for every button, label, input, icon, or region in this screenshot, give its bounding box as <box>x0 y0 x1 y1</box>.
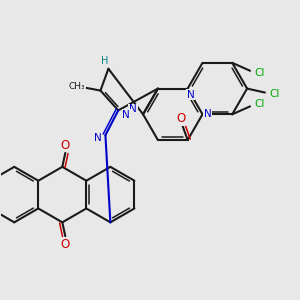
Text: N: N <box>94 133 101 143</box>
Text: O: O <box>176 112 185 125</box>
Text: Cl: Cl <box>255 68 265 78</box>
Text: N: N <box>204 109 211 119</box>
Text: O: O <box>61 238 70 250</box>
Text: N: N <box>122 110 130 120</box>
Text: Cl: Cl <box>270 88 280 98</box>
Text: Cl: Cl <box>255 99 265 110</box>
Text: H: H <box>101 56 108 66</box>
Text: N: N <box>187 89 194 100</box>
Text: N: N <box>129 104 137 114</box>
Text: CH₃: CH₃ <box>68 82 85 91</box>
Text: O: O <box>61 139 70 152</box>
